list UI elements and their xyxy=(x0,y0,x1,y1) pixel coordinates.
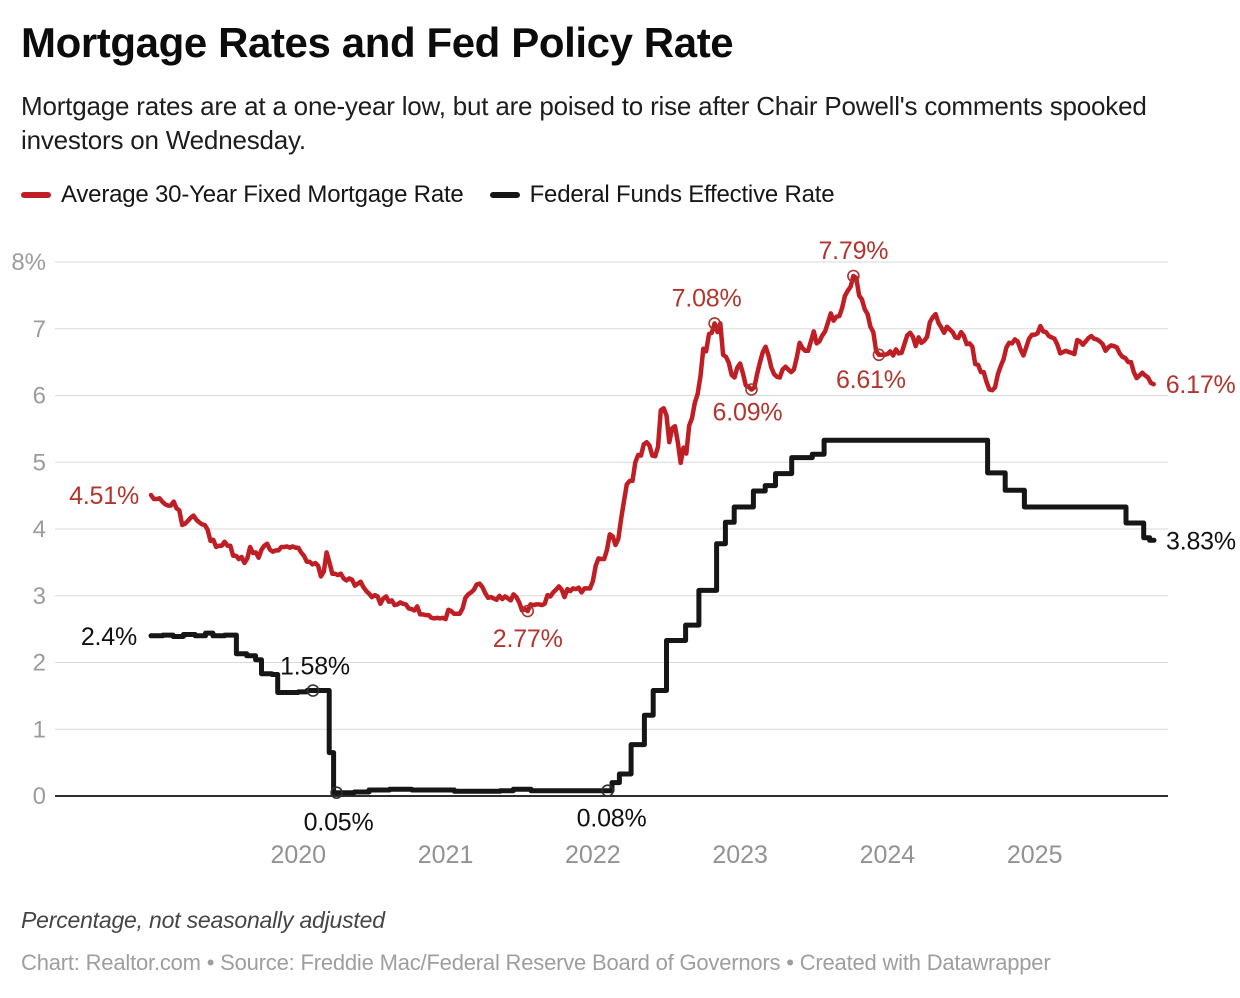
svg-text:3: 3 xyxy=(33,583,46,610)
point-markers xyxy=(306,269,886,800)
chart-title: Mortgage Rates and Fed Policy Rate xyxy=(21,19,734,66)
chart-plot-area: 8% 7 6 5 4 3 2 1 0 2020 2021 2022 2023 2024 2025 4.51% 2… xyxy=(11,237,1236,869)
svg-text:6: 6 xyxy=(33,383,46,410)
svg-text:2024: 2024 xyxy=(860,841,916,869)
x-axis-labels: 2020 2021 2022 2023 2024 2025 xyxy=(270,841,1062,869)
value-annotations: 4.51% 2.77% 7.08% 6.09% 7.79% 6.61% 6.17% 2.4% 1… xyxy=(69,237,1236,837)
svg-text:5: 5 xyxy=(33,449,46,476)
annotation-7.79pct: 7.79% xyxy=(818,237,888,265)
attribution-line: Chart: Realtor.com • Source: Freddie Mac… xyxy=(21,950,1051,975)
svg-text:7: 7 xyxy=(33,316,46,343)
legend-item-fed-rate: Federal Funds Effective Rate xyxy=(489,181,835,209)
svg-text:2023: 2023 xyxy=(712,841,768,869)
svg-text:2: 2 xyxy=(33,650,46,677)
annotation-0.08pct: 0.08% xyxy=(577,805,647,833)
axis-unit-note: Percentage, not seasonally adjusted xyxy=(21,907,385,933)
legend-label-mortgage-rate: Average 30-Year Fixed Mortgage Rate xyxy=(61,181,464,208)
svg-text:2021: 2021 xyxy=(418,841,474,869)
svg-text:4: 4 xyxy=(33,516,46,543)
legend-label-fed-rate: Federal Funds Effective Rate xyxy=(529,181,835,208)
chart-subtitle: Mortgage rates are at a one-year low, bu… xyxy=(21,91,1147,155)
annotation-4.51pct: 4.51% xyxy=(69,482,139,510)
annotation-1.58pct: 1.58% xyxy=(280,653,350,681)
svg-text:0: 0 xyxy=(33,783,46,810)
gridlines xyxy=(55,261,1168,797)
svg-text:2022: 2022 xyxy=(565,841,621,869)
legend: Average 30-Year Fixed Mortgage Rate Fede… xyxy=(21,181,835,209)
y-axis-labels: 8% 7 6 5 4 3 2 1 0 xyxy=(11,249,46,810)
annotation-7.08pct: 7.08% xyxy=(672,284,742,312)
annotation-6.09pct: 6.09% xyxy=(713,399,783,427)
mortgage-rate-line xyxy=(148,273,1156,622)
annotation-6.61pct: 6.61% xyxy=(836,366,906,394)
legend-item-mortgage-rate: Average 30-Year Fixed Mortgage Rate xyxy=(21,181,464,209)
fed-funds-line xyxy=(148,437,1157,796)
svg-text:2025: 2025 xyxy=(1007,841,1063,869)
svg-text:1: 1 xyxy=(33,716,46,743)
annotation-3.83pct: 3.83% xyxy=(1166,527,1236,555)
annotation-2.4pct: 2.4% xyxy=(81,623,137,651)
fed-line-swatch-icon xyxy=(489,192,520,198)
svg-text:8%: 8% xyxy=(11,249,46,276)
annotation-6.17pct: 6.17% xyxy=(1166,371,1236,399)
annotation-0.05pct: 0.05% xyxy=(304,809,374,837)
mortgage-line-swatch-icon xyxy=(21,192,51,198)
svg-text:2020: 2020 xyxy=(270,841,326,869)
annotation-2.77pct: 2.77% xyxy=(493,625,563,653)
